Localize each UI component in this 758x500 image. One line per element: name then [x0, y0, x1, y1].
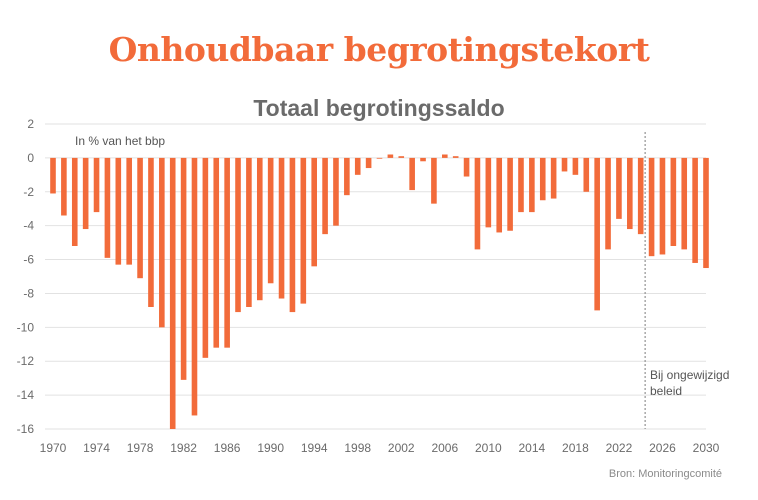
bar-1999 — [365, 157, 372, 169]
bar-2018 — [572, 157, 579, 175]
bar-1990 — [267, 157, 274, 284]
bar-1973 — [82, 157, 89, 230]
x-tick-label: 2026 — [649, 441, 676, 455]
x-tick-label: 1978 — [127, 441, 154, 455]
x-tick-labels: 1970 1974 1978 1982 1986 1990 1994 1998 2002 2006… — [40, 441, 720, 455]
x-tick-label: 2002 — [388, 441, 415, 455]
bar-1983 — [191, 157, 198, 416]
projection-label-line: Bij ongewijzigd — [650, 368, 729, 382]
bar-1989 — [256, 157, 263, 301]
x-tick-label: 1982 — [170, 441, 197, 455]
bar-2011 — [496, 157, 503, 233]
y-tick-label: -6 — [23, 253, 34, 267]
bar-1972 — [71, 157, 78, 246]
x-tick-label: 1998 — [344, 441, 371, 455]
bar-1991 — [278, 157, 285, 299]
x-tick-label: 1970 — [40, 441, 67, 455]
x-tick-label: 1986 — [214, 441, 241, 455]
bar-1998 — [354, 157, 361, 175]
bar-2017 — [561, 157, 568, 172]
chart-subtitle: Totaal begrotingssaldo — [253, 95, 505, 121]
y-tick-label: -12 — [17, 354, 35, 368]
bar-1974 — [93, 157, 100, 213]
y-tick-label: -16 — [17, 422, 35, 436]
bar-1979 — [148, 157, 154, 307]
bar-2022 — [616, 157, 622, 219]
bar-2027 — [670, 157, 677, 246]
projection-label: Bij ongewijzigd beleid — [650, 368, 729, 398]
x-tick-label: 2014 — [519, 441, 546, 455]
y-tick-label: -2 — [23, 185, 34, 199]
bar-1992 — [289, 157, 296, 313]
bar-1986 — [224, 157, 230, 348]
y-tick-labels: 2 0 -2 -4 -6 -8 -10 -12 -14 -16 — [17, 117, 35, 436]
bar-1984 — [202, 157, 209, 358]
x-tick-label: 1974 — [83, 441, 110, 455]
bars — [50, 154, 709, 429]
y-tick-label: -8 — [23, 286, 34, 300]
bar-1987 — [235, 157, 241, 313]
bar-2020 — [594, 157, 600, 311]
bar-1994 — [311, 157, 317, 267]
bar-2030 — [703, 157, 709, 269]
y-unit-label: In % van het bbp — [75, 134, 165, 148]
bar-2014 — [529, 157, 535, 213]
bar-1970 — [50, 157, 56, 194]
bar-2003 — [409, 157, 415, 191]
bar-1980 — [159, 157, 165, 328]
x-tick-label: 2010 — [475, 441, 502, 455]
bar-2002 — [398, 156, 405, 158]
bar-1981 — [169, 157, 176, 429]
chart-title: Onhoudbaar begrotingstekort — [108, 30, 650, 69]
bar-1977 — [126, 157, 132, 265]
bar-2004 — [420, 157, 426, 162]
bar-2019 — [583, 157, 590, 192]
bar-1971 — [61, 157, 67, 216]
bar-2024 — [637, 157, 644, 235]
bar-2010 — [485, 157, 492, 228]
x-tick-label: 2030 — [693, 441, 720, 455]
bar-2025 — [648, 157, 655, 257]
bar-1978 — [137, 157, 143, 279]
bar-2001 — [387, 154, 394, 158]
y-tick-label: 0 — [27, 151, 34, 165]
x-tick-label: 2018 — [562, 441, 589, 455]
bar-1995 — [322, 157, 328, 235]
bar-1993 — [300, 157, 307, 304]
bar-1997 — [344, 157, 350, 196]
bar-2028 — [681, 157, 688, 250]
x-tick-label: 2022 — [606, 441, 633, 455]
x-tick-label: 1994 — [301, 441, 328, 455]
bar-1982 — [180, 157, 187, 380]
y-tick-label: -10 — [17, 320, 35, 334]
bar-1976 — [115, 157, 122, 265]
bar-1996 — [333, 157, 339, 226]
bar-2012 — [507, 157, 513, 231]
bar-2026 — [659, 157, 666, 255]
bar-2005 — [431, 157, 437, 204]
bar-1975 — [104, 157, 111, 258]
source-note: Bron: Monitoringcomité — [608, 468, 722, 480]
x-tick-label: 1990 — [257, 441, 284, 455]
bar-2008 — [463, 157, 470, 177]
bar-2007 — [452, 156, 459, 158]
bar-2013 — [518, 157, 524, 213]
bar-2009 — [474, 157, 481, 250]
bar-2023 — [627, 157, 633, 230]
y-tick-label: 2 — [27, 117, 34, 131]
bar-2029 — [692, 157, 698, 263]
bar-2016 — [550, 157, 557, 199]
bar-2015 — [539, 157, 546, 201]
bar-2021 — [605, 157, 611, 250]
bar-2000 — [376, 157, 383, 159]
y-tick-label: -4 — [23, 219, 34, 233]
bar-1985 — [213, 157, 220, 348]
projection-label-line: beleid — [650, 384, 682, 398]
bar-1988 — [246, 157, 252, 307]
y-tick-label: -14 — [17, 388, 35, 402]
x-tick-label: 2006 — [431, 441, 458, 455]
bar-2006 — [442, 154, 448, 158]
